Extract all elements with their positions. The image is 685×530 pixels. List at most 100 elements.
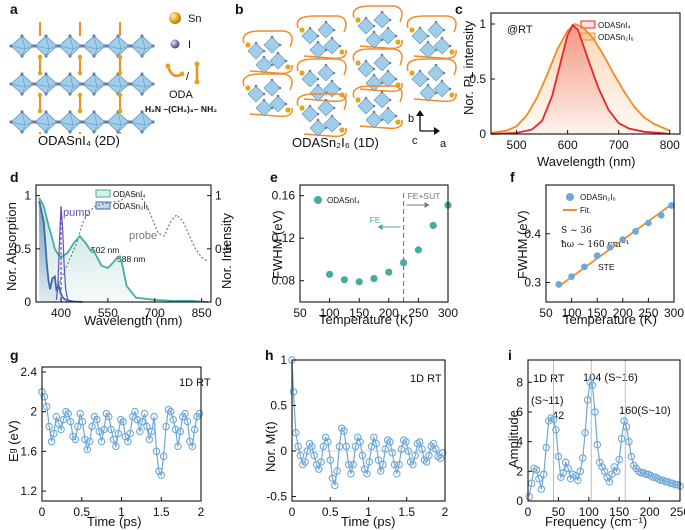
data-point: [568, 273, 575, 281]
data-point: [657, 211, 665, 219]
x-tick-label: 2: [198, 505, 205, 519]
octahedron-face: [106, 35, 130, 57]
data-point: [326, 456, 334, 464]
annotation-probe: probe: [129, 230, 157, 242]
iodine-atom-icon: [81, 82, 85, 86]
octahedron-icon: [247, 42, 265, 60]
oda-end-icon: [165, 63, 171, 69]
iodine-atom-icon: [380, 81, 384, 85]
data-point: [131, 407, 139, 416]
y-tick-label: 0: [516, 494, 523, 508]
data-point: [289, 388, 298, 396]
sn-atom-icon: [449, 92, 455, 98]
octahedron-icon: [269, 52, 287, 70]
y-tick-label: 1: [24, 189, 31, 203]
legend: ODASnI₄: [314, 196, 360, 205]
panel-g: g 1D RT Time (ps) Eᵍ (eV) 0 0.5 1 1.5 2 1.2 1.…: [6, 347, 211, 529]
legend-label-1d: ODASn₂I₆: [598, 33, 634, 42]
octahedron-edge: [130, 73, 154, 95]
octahedron-icon: [365, 111, 383, 129]
x-tick-label: 0.5: [322, 505, 339, 519]
data-point: [138, 417, 146, 426]
x-tick-label: 100: [562, 306, 582, 320]
data-point: [164, 405, 173, 414]
data-point: [45, 422, 53, 431]
area-fill: [39, 197, 208, 302]
panel-f: f ODASn₂I₆ Fit. S ~ 36 ħω ~ 160 cm⁻¹ STE…: [510, 169, 684, 327]
legend-label-1d: ODASn₂I₆: [113, 202, 149, 211]
data-point: [349, 460, 357, 469]
x-axis-label: Temperature (K): [563, 312, 657, 327]
oda-linker: [303, 127, 347, 138]
x-tick-label: 250: [638, 306, 658, 320]
iodine-atom-icon: [44, 130, 48, 134]
panel-d: d ODASnI₄ ODASn₂I₆ pump probe 502 nm 588…: [4, 169, 234, 328]
iodine-atom-icon: [270, 63, 274, 67]
y-axis-label-left: Nor. Absorption: [4, 202, 19, 291]
data-point: [152, 447, 161, 456]
data-point: [356, 438, 364, 446]
octahedron-icon: [9, 72, 35, 96]
octahedron-icon: [81, 34, 107, 58]
iodine-atom-icon: [276, 94, 280, 98]
x-tick-label: 700: [609, 138, 629, 152]
x-tick-label: 300: [438, 306, 458, 320]
series-line: [38, 200, 83, 303]
iodine-atom-icon: [68, 72, 72, 76]
oda-end-icon: [37, 92, 43, 98]
y2-tick-label: 0.5: [215, 242, 232, 256]
octahedron-icon: [33, 110, 59, 134]
octahedron-edge: [82, 35, 106, 57]
data-point: [83, 445, 92, 454]
octahedron-icon: [411, 70, 429, 88]
area-fill: [39, 201, 83, 302]
sn-atom-icon: [355, 97, 361, 103]
octahedron-icon: [301, 105, 319, 123]
axis-triad: b c a: [408, 110, 447, 150]
data-point: [404, 447, 413, 455]
iodine-atom-icon: [262, 55, 266, 59]
data-point: [395, 460, 403, 469]
iodine-atom-icon: [330, 36, 334, 40]
iodine-atom-icon: [151, 44, 155, 48]
oda-linker: [296, 93, 347, 111]
data-point: [385, 268, 393, 276]
octahedron-face: [130, 73, 154, 95]
x-axis-label: Frequency (cm⁻¹): [545, 514, 647, 529]
iodine-atom-icon: [105, 120, 109, 124]
annotation-s11: (S~11): [531, 395, 564, 407]
data-point: [52, 412, 61, 421]
legend-sn: Sn: [188, 13, 201, 25]
data-point: [386, 438, 394, 446]
octahedron-icon: [9, 34, 35, 58]
oda-end-icon: [194, 61, 200, 67]
data-point: [162, 422, 170, 431]
iodine-atom-icon: [20, 72, 24, 76]
data-point: [370, 275, 378, 283]
octahedron-icon: [365, 31, 383, 49]
iodine-atom-icon: [68, 34, 72, 38]
data-point: [416, 438, 424, 446]
data-point: [157, 471, 166, 479]
x-tick-label: 50: [539, 306, 553, 320]
oda-linker: [242, 30, 293, 48]
x-axis-label: Wavelength (nm): [84, 313, 183, 328]
iodine-atom-icon: [68, 54, 72, 58]
sn-atom-icon: [449, 49, 455, 55]
iodine-atom-icon: [68, 130, 72, 134]
iodine-atom-icon: [270, 78, 274, 82]
iodine-atom-icon: [20, 92, 24, 96]
octahedron-icon: [379, 70, 397, 88]
iodine-atom-icon: [140, 54, 144, 58]
iodine-atom-icon: [388, 61, 392, 65]
octahedron-icon: [301, 27, 319, 45]
x-tick-label: 0: [39, 505, 46, 519]
x-tick-label: 1: [365, 505, 372, 519]
iodine-atom-icon: [68, 92, 72, 96]
oda-end-icon: [117, 70, 123, 76]
octahedron-icon: [247, 85, 265, 103]
data-point: [333, 467, 341, 475]
iodine-atom-icon: [434, 63, 438, 67]
y-tick-label: 2.4: [20, 365, 37, 379]
